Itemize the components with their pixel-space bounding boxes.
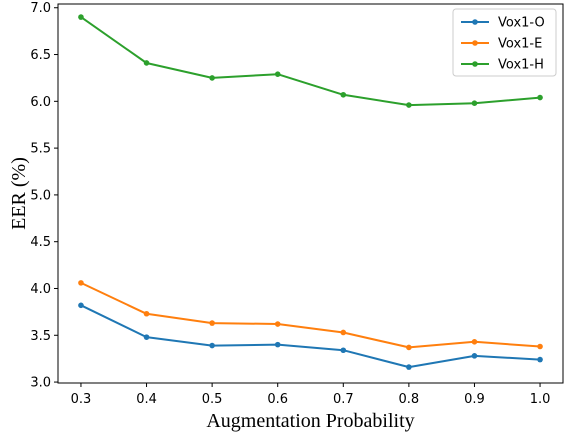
data-point bbox=[406, 102, 412, 108]
y-tick-label: 5.0 bbox=[30, 188, 51, 203]
data-point bbox=[78, 302, 84, 309]
y-tick-label: 6.5 bbox=[30, 48, 51, 63]
data-point bbox=[209, 75, 215, 81]
y-tick-label: 3.5 bbox=[30, 329, 51, 344]
data-point bbox=[537, 94, 543, 101]
legend: Vox1-O Vox1-E Vox1-H bbox=[452, 8, 557, 77]
data-point bbox=[471, 339, 478, 345]
y-tick-label: 3.0 bbox=[30, 376, 51, 391]
x-tick-label: 0.5 bbox=[202, 392, 223, 407]
y-tick-label: 7.0 bbox=[30, 1, 51, 16]
x-tick-label: 0.7 bbox=[333, 392, 354, 407]
series-vox1-o bbox=[78, 302, 543, 370]
plot-frame bbox=[57, 3, 564, 384]
data-point bbox=[274, 341, 281, 348]
legend-box bbox=[452, 8, 557, 77]
x-tick-label: 0.9 bbox=[464, 392, 485, 407]
x-axis: 0.3 0.4 0.5 0.6 0.7 0.8 0.9 1.0 bbox=[71, 383, 551, 407]
data-point bbox=[274, 71, 281, 77]
data-point bbox=[340, 347, 347, 354]
legend-marker bbox=[472, 40, 478, 46]
x-tick-label: 0.8 bbox=[399, 392, 420, 407]
data-point bbox=[406, 344, 412, 351]
legend-marker bbox=[472, 19, 478, 25]
data-point bbox=[406, 364, 412, 370]
data-point bbox=[143, 60, 150, 66]
x-tick-label: 0.6 bbox=[267, 392, 288, 407]
x-tick-label: 1.0 bbox=[530, 392, 551, 407]
legend-label: Vox1-E bbox=[498, 37, 542, 52]
x-tick-label: 0.4 bbox=[136, 392, 157, 407]
data-point bbox=[274, 321, 281, 327]
data-point bbox=[209, 320, 215, 326]
x-tick-label: 0.3 bbox=[71, 392, 92, 407]
legend-label: Vox1-H bbox=[498, 58, 544, 73]
x-axis-title: Augmentation Probability bbox=[206, 410, 414, 432]
data-point bbox=[537, 343, 543, 350]
data-point bbox=[471, 100, 478, 106]
y-axis: 3.0 3.5 4.0 4.5 5.0 5.5 6.0 6.5 7.0 bbox=[30, 1, 58, 391]
y-tick-label: 5.5 bbox=[30, 142, 51, 157]
series-layer bbox=[78, 14, 543, 370]
series-line bbox=[80, 304, 541, 369]
data-point bbox=[537, 356, 543, 363]
data-point bbox=[340, 91, 347, 98]
y-tick-label: 6.0 bbox=[30, 95, 51, 110]
data-point bbox=[78, 14, 84, 20]
data-point bbox=[209, 342, 215, 349]
series-line bbox=[80, 281, 541, 349]
data-point bbox=[143, 334, 150, 340]
data-point bbox=[340, 329, 347, 336]
legend-label: Vox1-O bbox=[498, 16, 545, 31]
series-line bbox=[80, 16, 541, 107]
y-axis-title: EER (%) bbox=[8, 157, 30, 230]
data-point bbox=[471, 353, 478, 359]
data-point bbox=[78, 280, 84, 286]
data-point bbox=[143, 310, 150, 317]
series-vox1-e bbox=[78, 280, 543, 351]
series-vox1-h bbox=[78, 14, 543, 108]
y-tick-label: 4.5 bbox=[30, 235, 51, 250]
y-tick-label: 4.0 bbox=[30, 282, 51, 297]
legend-marker bbox=[472, 61, 478, 67]
